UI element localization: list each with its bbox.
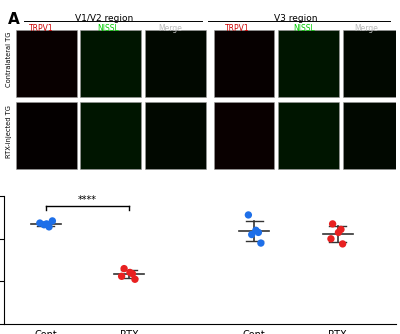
Point [132, 277, 138, 282]
Bar [80, 30, 141, 97]
Point [121, 266, 127, 271]
Point [258, 240, 264, 246]
Point [127, 270, 133, 275]
Point [253, 227, 259, 233]
Point [43, 221, 50, 226]
Text: Contralateral TG: Contralateral TG [6, 32, 12, 87]
Point [49, 218, 56, 223]
Point [328, 236, 334, 241]
Text: A: A [8, 12, 20, 27]
Text: Cont: Cont [34, 330, 57, 334]
Text: RTX-injected TG: RTX-injected TG [6, 105, 12, 158]
Bar [214, 30, 274, 97]
Point [340, 241, 346, 246]
Point [129, 271, 136, 277]
Bar [343, 30, 400, 97]
Bar [16, 30, 76, 97]
Point [118, 274, 125, 279]
Text: Cont: Cont [243, 330, 266, 334]
Text: RTX: RTX [328, 330, 347, 334]
Point [41, 222, 47, 227]
Bar [145, 30, 206, 97]
Text: Merge: Merge [355, 24, 378, 33]
Bar [343, 102, 400, 169]
Point [335, 230, 342, 235]
Bar [278, 102, 339, 169]
Point [37, 220, 43, 226]
Text: Merge: Merge [159, 24, 182, 33]
Point [338, 227, 344, 232]
Text: TRPV1: TRPV1 [225, 24, 250, 33]
Text: RTX: RTX [120, 330, 138, 334]
Bar [145, 102, 206, 169]
Bar [214, 102, 274, 169]
Text: V1/V2 region: V1/V2 region [75, 14, 133, 23]
Point [248, 232, 255, 237]
Text: ****: **** [78, 195, 97, 205]
Text: TRPV1: TRPV1 [29, 24, 54, 33]
Text: NISSL: NISSL [97, 24, 119, 33]
Point [245, 212, 252, 218]
Point [255, 230, 262, 235]
Bar [80, 102, 141, 169]
Text: NISSL: NISSL [293, 24, 315, 33]
Point [46, 224, 52, 229]
Bar [278, 30, 339, 97]
Text: V3 region: V3 region [274, 14, 318, 23]
Bar [16, 102, 76, 169]
Point [330, 221, 336, 226]
